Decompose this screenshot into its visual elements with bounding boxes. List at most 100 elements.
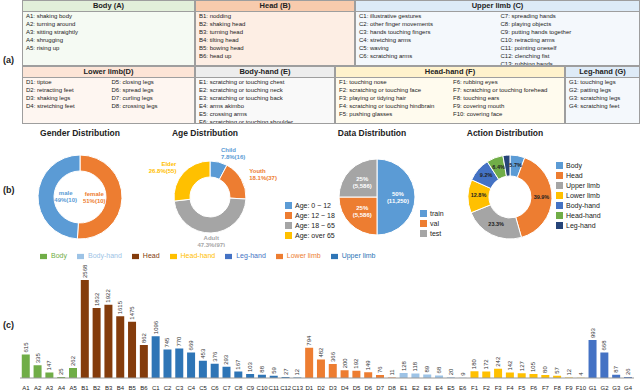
svg-text:C12: C12 <box>280 385 292 390</box>
svg-text:9.2%: 9.2% <box>480 173 493 179</box>
svg-text:F10: F10 <box>576 385 587 390</box>
svg-text:F8: F8 <box>554 385 562 390</box>
svg-text:27: 27 <box>283 368 289 375</box>
svg-text:G3: G3 <box>612 385 621 390</box>
svg-text:E2: E2 <box>412 385 420 390</box>
svg-text:5.7%: 5.7% <box>509 162 522 168</box>
svg-text:88: 88 <box>259 365 265 372</box>
svg-text:D1: D1 <box>305 385 313 390</box>
svg-text:E5: E5 <box>447 385 455 390</box>
svg-text:1922: 1922 <box>105 289 111 303</box>
svg-text:male49%(10): male49%(10) <box>54 190 77 203</box>
svg-text:C5: C5 <box>199 385 207 390</box>
svg-text:D3: D3 <box>329 385 337 390</box>
svg-text:C7: C7 <box>223 385 231 390</box>
svg-text:103: 103 <box>247 361 253 372</box>
svg-text:2568: 2568 <box>82 264 88 278</box>
svg-text:23.3%: 23.3% <box>488 222 504 228</box>
svg-text:11: 11 <box>389 369 395 376</box>
svg-text:B6: B6 <box>140 385 148 390</box>
svg-text:F7: F7 <box>542 385 550 390</box>
svg-text:745: 745 <box>164 337 170 348</box>
svg-text:E3: E3 <box>424 385 432 390</box>
svg-text:Youth18.1%(37): Youth18.1%(37) <box>249 168 277 181</box>
svg-text:C4: C4 <box>187 385 195 390</box>
svg-text:87: 87 <box>613 365 619 372</box>
svg-text:26: 26 <box>625 368 631 375</box>
svg-text:Elder26.8%(55): Elder26.8%(55) <box>149 160 177 173</box>
svg-text:1615: 1615 <box>117 300 123 314</box>
svg-text:12: 12 <box>566 368 572 375</box>
svg-text:G1: G1 <box>589 385 598 390</box>
svg-text:993: 993 <box>590 327 596 338</box>
svg-text:B3: B3 <box>105 385 113 390</box>
svg-text:D7: D7 <box>376 385 384 390</box>
svg-text:192: 192 <box>353 358 359 369</box>
svg-text:A5: A5 <box>69 385 77 390</box>
svg-text:615: 615 <box>23 342 29 353</box>
svg-text:C6: C6 <box>211 385 219 390</box>
svg-text:6.4%: 6.4% <box>492 164 505 170</box>
svg-text:C9: C9 <box>246 385 254 390</box>
svg-text:335: 335 <box>35 353 41 364</box>
svg-text:A1: A1 <box>22 385 30 390</box>
svg-text:127: 127 <box>519 360 525 371</box>
svg-text:D4: D4 <box>341 385 349 390</box>
svg-text:293: 293 <box>224 354 230 365</box>
svg-text:B5: B5 <box>129 385 137 390</box>
svg-text:167: 167 <box>235 359 241 370</box>
svg-text:F5: F5 <box>518 385 526 390</box>
svg-text:453: 453 <box>200 348 206 359</box>
svg-text:128: 128 <box>401 360 407 371</box>
svg-text:B2: B2 <box>93 385 101 390</box>
svg-text:482: 482 <box>318 347 324 358</box>
svg-text:1475: 1475 <box>129 306 135 320</box>
svg-text:E1: E1 <box>400 385 408 390</box>
svg-text:794: 794 <box>306 335 312 346</box>
svg-text:39.9%: 39.9% <box>534 195 550 201</box>
svg-text:142: 142 <box>507 360 513 371</box>
svg-text:770: 770 <box>176 336 182 347</box>
svg-text:C10: C10 <box>257 385 269 390</box>
svg-text:F1: F1 <box>471 385 479 390</box>
svg-text:D6: D6 <box>364 385 372 390</box>
svg-text:G4: G4 <box>624 385 632 390</box>
svg-text:200: 200 <box>342 358 348 369</box>
svg-text:D5: D5 <box>353 385 361 390</box>
svg-text:4: 4 <box>578 372 584 376</box>
svg-text:D8: D8 <box>388 385 396 390</box>
svg-text:89: 89 <box>424 365 430 372</box>
svg-text:F9: F9 <box>566 385 574 390</box>
svg-text:76: 76 <box>377 366 383 373</box>
svg-text:D2: D2 <box>317 385 325 390</box>
svg-text:149: 149 <box>365 360 371 371</box>
svg-text:12.8%: 12.8% <box>471 193 487 199</box>
svg-text:180: 180 <box>471 358 477 369</box>
svg-text:F3: F3 <box>495 385 503 390</box>
svg-text:862: 862 <box>141 332 147 343</box>
svg-text:80: 80 <box>542 366 548 373</box>
svg-text:C3: C3 <box>176 385 184 390</box>
svg-text:G2: G2 <box>600 385 609 390</box>
svg-text:E6: E6 <box>459 385 467 390</box>
svg-text:B1: B1 <box>81 385 89 390</box>
svg-text:F4: F4 <box>507 385 515 390</box>
svg-text:147: 147 <box>46 360 52 371</box>
svg-text:Adult47.3%(97): Adult47.3%(97) <box>197 235 225 247</box>
svg-text:E4: E4 <box>436 385 444 390</box>
svg-text:C11: C11 <box>269 385 280 390</box>
svg-text:C1: C1 <box>152 385 160 390</box>
svg-text:1832: 1832 <box>94 292 100 306</box>
svg-text:F6: F6 <box>530 385 538 390</box>
svg-text:B4: B4 <box>117 385 125 390</box>
svg-text:A3: A3 <box>46 385 54 390</box>
svg-text:A4: A4 <box>58 385 66 390</box>
svg-text:A2: A2 <box>34 385 42 390</box>
svg-text:376: 376 <box>212 351 218 362</box>
svg-text:57: 57 <box>554 366 560 373</box>
svg-text:Child7.8%(16): Child7.8%(16) <box>221 146 245 159</box>
svg-text:25%(5,586): 25%(5,586) <box>353 205 372 218</box>
svg-text:669: 669 <box>188 340 194 351</box>
svg-text:20: 20 <box>448 368 454 375</box>
svg-text:C13: C13 <box>292 385 304 390</box>
